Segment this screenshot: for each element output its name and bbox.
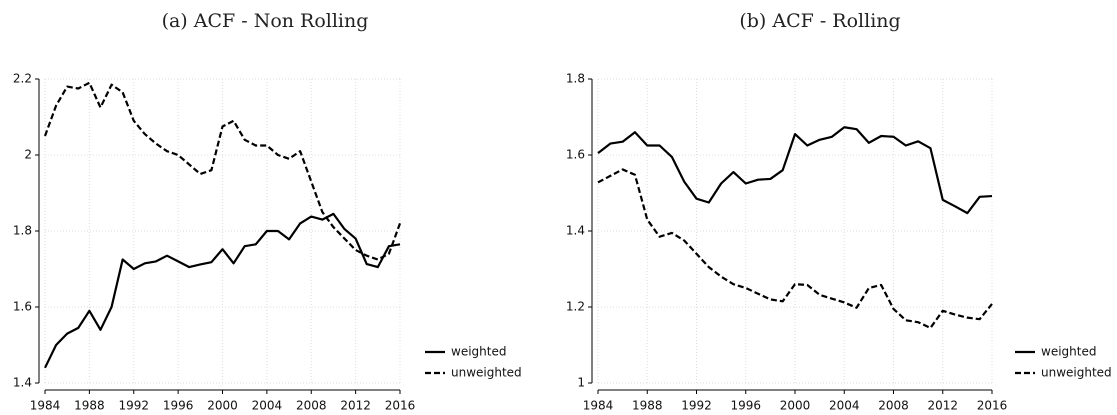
data-line — [597, 126, 993, 215]
legend-label: weighted — [451, 345, 506, 359]
y-tick-label: 2.2 — [13, 72, 32, 86]
y-tick-label: 1.2 — [566, 300, 585, 314]
y-tick-label: 2 — [24, 148, 32, 162]
x-tick-label: 1992 — [118, 399, 149, 413]
x-tick-label: 1984 — [583, 399, 614, 413]
x-tick-label: 2000 — [780, 399, 811, 413]
legend-label: unweighted — [451, 366, 522, 380]
data-line — [44, 212, 401, 369]
x-tick-label: 2008 — [878, 399, 909, 413]
x-tick-label: 2004 — [829, 399, 860, 413]
y-tick-label: 1.6 — [566, 148, 585, 162]
x-tick-label: 1984 — [30, 399, 61, 413]
x-tick-label: 2004 — [252, 399, 283, 413]
y-tick-label: 1.4 — [566, 224, 585, 238]
legend-label: unweighted — [1041, 366, 1112, 380]
chart-title: (a) ACF - Non Rolling — [162, 10, 369, 32]
y-tick-label: 1.6 — [13, 300, 32, 314]
data-line — [43, 81, 402, 261]
x-tick-label: 2016 — [977, 399, 1008, 413]
x-tick-label: 1988 — [74, 399, 105, 413]
x-tick-label: 2000 — [207, 399, 238, 413]
y-tick-label: 1.4 — [13, 376, 32, 390]
x-tick-label: 1988 — [632, 399, 663, 413]
x-tick-label: 2008 — [296, 399, 327, 413]
data-line — [597, 168, 993, 329]
y-tick-label: 1.8 — [13, 224, 32, 238]
x-tick-label: 2016 — [385, 399, 416, 413]
chart-title: (b) ACF - Rolling — [739, 10, 900, 32]
x-tick-label: 2012 — [927, 399, 958, 413]
x-tick-label: 1996 — [163, 399, 194, 413]
x-tick-label: 1992 — [681, 399, 712, 413]
y-tick-label: 1.8 — [566, 72, 585, 86]
x-tick-label: 1996 — [730, 399, 761, 413]
legend-label: weighted — [1041, 345, 1096, 359]
x-tick-label: 2012 — [340, 399, 371, 413]
y-tick-label: 1 — [577, 376, 585, 390]
